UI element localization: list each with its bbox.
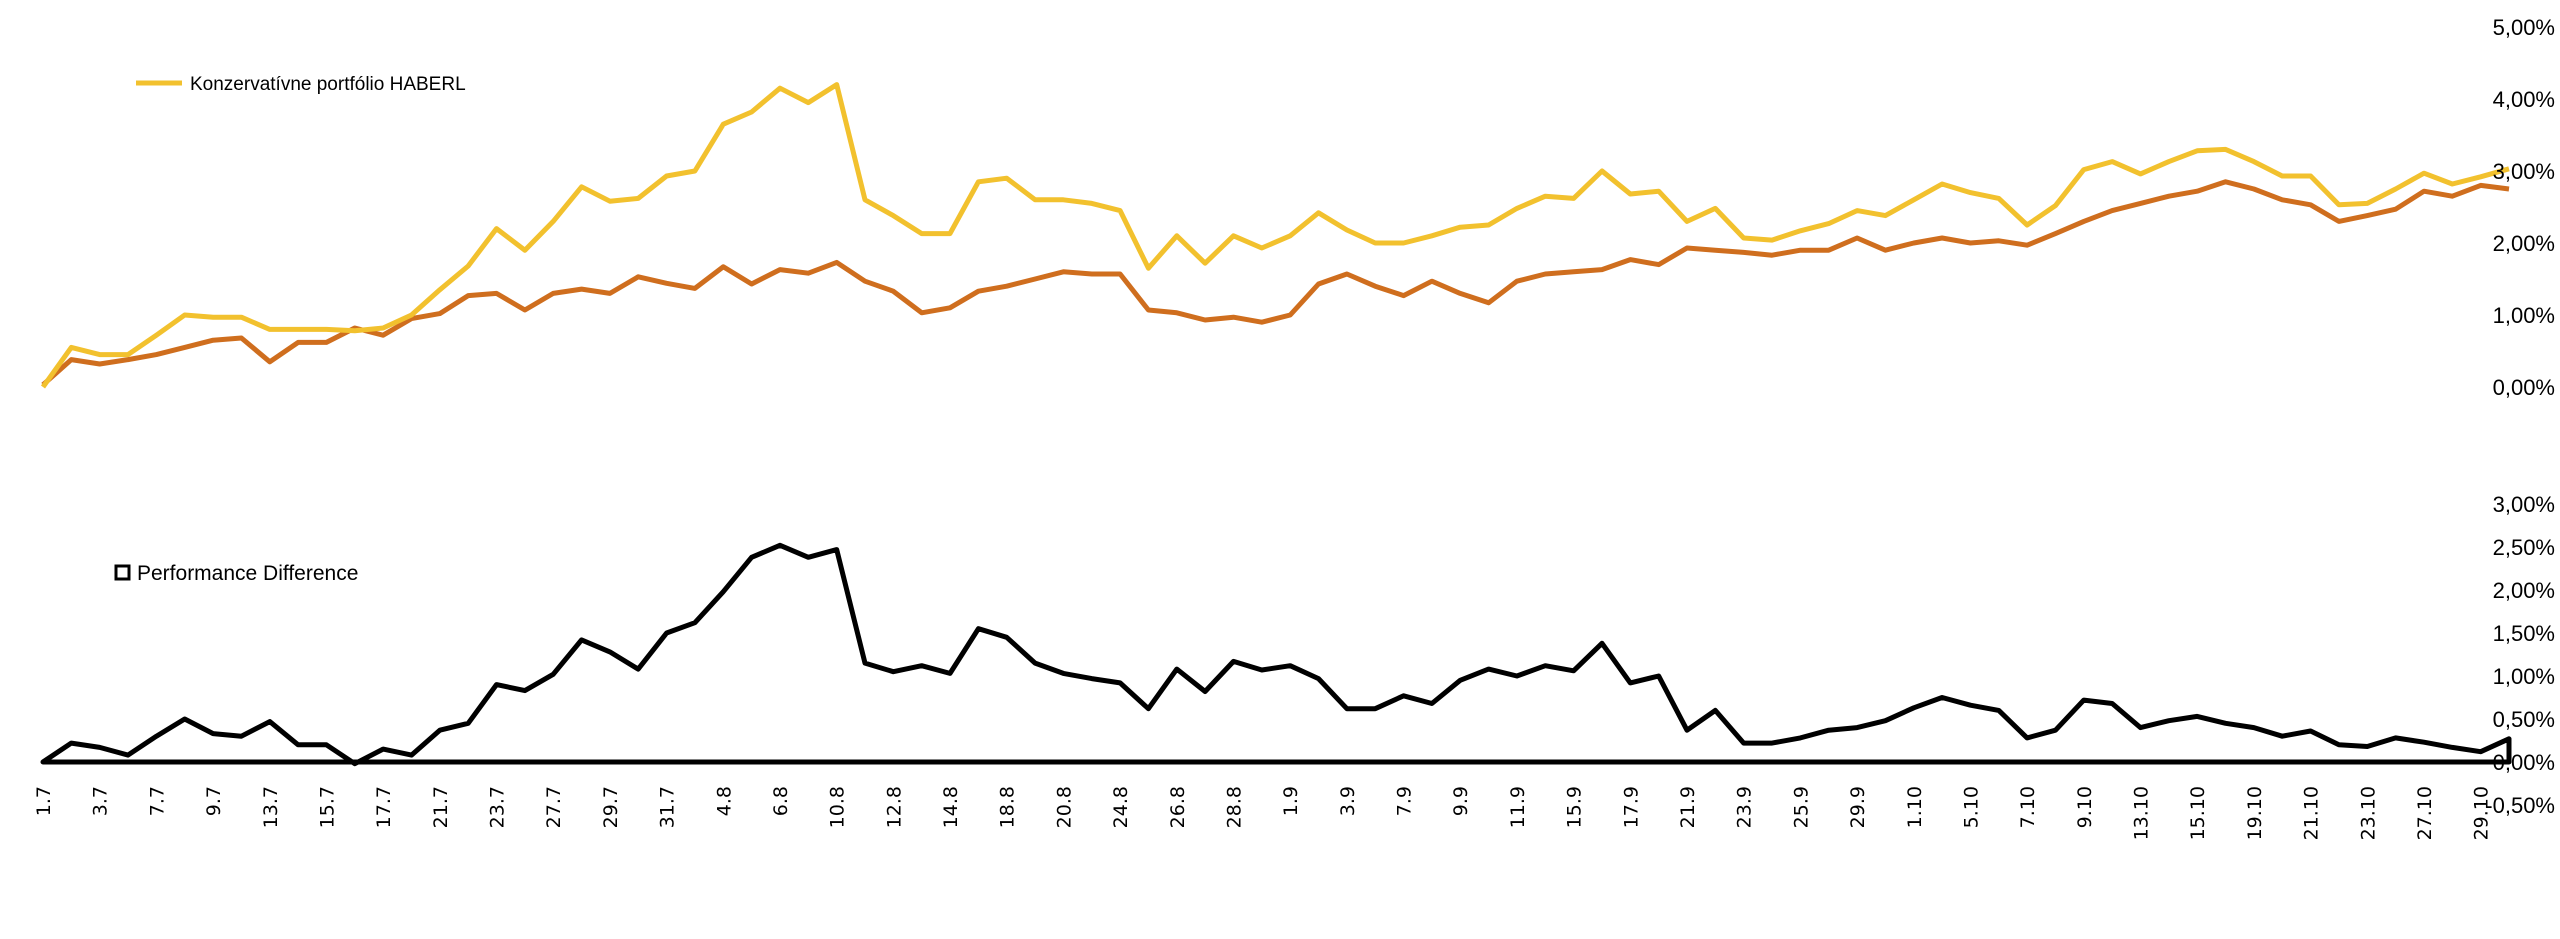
bottom-area-chart: -0,50% 0,00% 0,50% 1,00% 1,50% 2,00% 2,50% 3,00…	[40, 492, 2555, 818]
x-tick-label: 15.7	[316, 786, 338, 828]
bottom-y-tick-label: 3,00%	[2493, 492, 2555, 517]
x-tick-label: 3.9	[1337, 786, 1359, 816]
top-y-tick-label: 1,00%	[2493, 303, 2555, 328]
x-tick-label: 29.7	[600, 786, 622, 828]
top-y-tick-label: 0,00%	[2493, 375, 2555, 400]
top-y-tick-label: 5,00%	[2493, 15, 2555, 40]
x-tick-label: 21.9	[1677, 786, 1699, 828]
x-tick-label: 5.10	[1960, 786, 1982, 828]
x-tick-label: 27.10	[2414, 786, 2436, 840]
x-tick-label: 1.7	[33, 786, 55, 816]
x-tick-label: 21.7	[430, 786, 452, 828]
series-line-1	[41, 179, 2510, 387]
bottom-y-tick-label: 2,00%	[2493, 578, 2555, 603]
bottom-y-tick-label: 2,50%	[2493, 535, 2555, 560]
bottom-y-tick-label: 0,00%	[2493, 750, 2555, 775]
x-tick-label: 7.9	[1394, 786, 1416, 816]
x-tick-label: 26.8	[1167, 786, 1189, 828]
x-tick-label: 4.8	[713, 786, 735, 816]
x-tick-label: 20.8	[1053, 786, 1075, 828]
x-tick-label: 9.7	[203, 786, 225, 816]
x-tick-label: 1.10	[1904, 786, 1926, 828]
x-tick-label: 28.8	[1223, 786, 1245, 828]
bottom-y-tick-label: -0,50%	[2485, 793, 2555, 818]
x-tick-label: 12.8	[883, 786, 905, 828]
x-tick-label: 13.7	[260, 786, 282, 828]
x-tick-label: 31.7	[657, 786, 679, 828]
bottom-y-tick-label: 0,50%	[2493, 707, 2555, 732]
x-tick-label: 23.7	[487, 786, 509, 828]
x-tick-label: 23.10	[2357, 786, 2379, 840]
top-y-tick-label: 2,00%	[2493, 231, 2555, 256]
bottom-y-tick-label: 1,50%	[2493, 621, 2555, 646]
x-tick-label: 18.8	[997, 786, 1019, 828]
x-tick-label: 6.8	[770, 786, 792, 816]
top-y-tick-label: 3,00%	[2493, 159, 2555, 184]
top-legend: Konzervatívne portfólio HABERL	[136, 74, 466, 95]
x-tick-label: 15.9	[1564, 786, 1586, 828]
x-tick-label: 17.7	[373, 786, 395, 828]
x-tick-label: 15.10	[2187, 786, 2209, 840]
top-line-chart: 0,00% 1,00% 2,00% 3,00% 4,00% 5,00%	[40, 15, 2555, 400]
x-tick-label: 9.9	[1450, 786, 1472, 816]
top-y-tick-label: 4,00%	[2493, 87, 2555, 112]
legend-label-performance-difference: Performance Difference	[137, 562, 358, 585]
x-tick-label: 24.8	[1110, 786, 1132, 828]
x-tick-label: 11.9	[1507, 786, 1529, 828]
series-line-0	[40, 82, 2510, 389]
x-axis-tick-labels: 1.7 3.7 7.7 9.7 13.7 15.7 17.7 21.7 23.7 27.7 29.7…	[33, 786, 2493, 840]
x-tick-label: 29.10	[2471, 786, 2493, 840]
x-tick-label: 17.9	[1620, 786, 1642, 828]
x-tick-label: 7.10	[2017, 786, 2039, 828]
x-tick-label: 10.8	[827, 786, 849, 828]
x-tick-label: 1.9	[1280, 786, 1302, 816]
bottom-y-tick-label: 1,00%	[2493, 664, 2555, 689]
legend-label-haberl: Konzervatívne portfólio HABERL	[190, 74, 466, 95]
bottom-legend: Performance Difference	[114, 562, 358, 585]
x-tick-label: 23.9	[1734, 786, 1756, 828]
x-tick-label: 29.9	[1847, 786, 1869, 828]
x-tick-label: 14.8	[940, 786, 962, 828]
legend-swatch-performance-difference	[114, 564, 131, 581]
x-tick-label: 3.7	[90, 786, 112, 816]
performance-difference-area	[40, 542, 2512, 767]
x-tick-label: 9.10	[2074, 786, 2096, 828]
x-tick-label: 13.10	[2131, 786, 2153, 840]
x-tick-label: 27.7	[543, 786, 565, 828]
x-tick-label: 7.7	[146, 786, 168, 816]
x-tick-label: 21.10	[2301, 786, 2323, 840]
x-tick-label: 25.9	[1790, 786, 1812, 828]
x-tick-label: 19.10	[2244, 786, 2266, 840]
